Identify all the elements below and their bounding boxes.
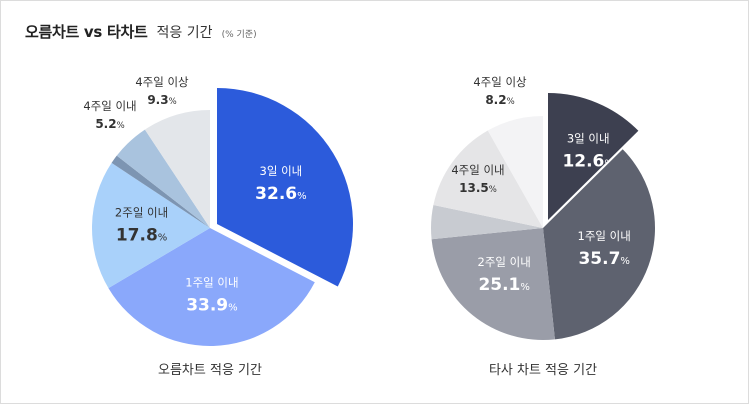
chart-title-sub: 적응 기간 [156, 25, 213, 41]
pie-slice-1-5 [116, 129, 210, 228]
slice-label-1-1: 3일 이내 [260, 164, 303, 178]
slice-label-1-5: 4주일 이내 [83, 99, 136, 113]
slice-label-2-5: 4주일 이내 [451, 163, 504, 177]
pie-slice-2-1 [548, 93, 639, 220]
chart-title-note: (% 기준) [221, 30, 257, 40]
chart-title: 오름차트 vs 타차트 적응 기간 (% 기준) [25, 21, 257, 42]
slice-label-1-6: 4주일 이상 [135, 75, 189, 89]
slice-value-1-1: 32.6% [255, 184, 306, 204]
slice-label-2-3: 2주일 이내 [478, 255, 531, 269]
chart-title-main: 오름차트 vs 타차트 [25, 23, 148, 41]
slice-label-1-3: 2주일 이내 [115, 205, 168, 219]
slice-label-2-2: 1주일 이내 [578, 229, 631, 243]
slice-label-1-2: 1주일 이내 [185, 275, 238, 289]
pie-caption-1: 오름차트 적응 기간 [158, 363, 262, 378]
pie-chart-1: 3일 이내 32.6% 1주일 이내 33.9% 2주일 이내 17.8% 4주일 이내 5.… [83, 75, 354, 378]
pie-slice-2-5 [433, 130, 543, 228]
pie-slice-1-1 [217, 88, 354, 287]
pie-slice-1-2 [108, 228, 315, 347]
slice-value-2-5: 13.5% [459, 181, 497, 195]
slice-value-1-5: 5.2% [95, 117, 124, 131]
pie-slice-1-6 [144, 110, 210, 228]
pie-slice-2-6 [487, 116, 543, 228]
slice-value-1-2: 33.9% [186, 295, 237, 315]
slice-value-2-6: 8.2% [485, 93, 514, 107]
slice-value-1-6: 9.3% [147, 93, 176, 107]
slice-value-2-2: 35.7% [578, 249, 629, 269]
slice-label-2-1: 3일 이내 [567, 131, 610, 145]
pie-slice-2-3 [431, 228, 555, 340]
slice-value-1-3: 17.8% [116, 225, 167, 245]
pie-slice-1-3 [91, 162, 210, 289]
pie-slice-2-4 [431, 204, 543, 240]
pie-caption-2: 타사 차트 적응 기간 [489, 363, 597, 378]
pie-slice-2-2 [543, 149, 655, 340]
slice-value-2-3: 25.1% [478, 275, 529, 295]
pie-slice-1-4 [111, 155, 210, 228]
slice-label-2-6: 4주일 이상 [473, 75, 527, 89]
